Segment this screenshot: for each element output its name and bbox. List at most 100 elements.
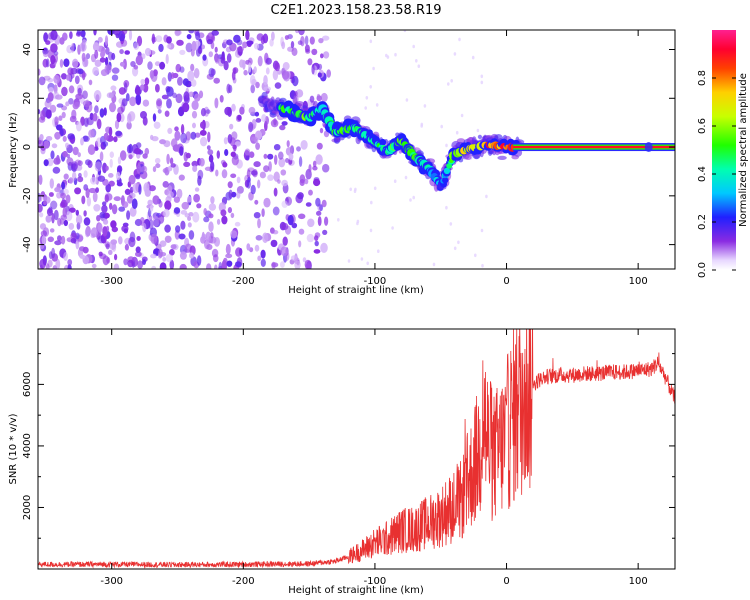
noise-speck (167, 165, 173, 172)
noise-speck (295, 89, 304, 98)
noise-speck (234, 221, 241, 227)
noise-speck (296, 146, 301, 152)
carrier-line (513, 145, 675, 149)
noise-speck (218, 261, 223, 269)
noise-speck (118, 236, 123, 245)
noise-speck (294, 260, 301, 269)
x-tick-label: 100 (629, 576, 648, 587)
noise-speck (272, 206, 280, 216)
noise-speck (59, 202, 66, 208)
noise-speck (263, 197, 271, 208)
noise-speck (48, 192, 54, 197)
noise-speck (173, 207, 181, 214)
noise-speck (63, 252, 68, 261)
colorbar-tick-label: 0.2 (697, 214, 708, 230)
noise-speck (166, 98, 172, 109)
noise-speck (253, 161, 261, 168)
noise-speck (199, 129, 207, 136)
noise-speck (290, 41, 295, 49)
noise-speck (63, 188, 69, 195)
noise-speck (326, 69, 332, 78)
noise-speck (39, 134, 44, 141)
noise-speck (74, 187, 82, 195)
noise-speck (105, 183, 111, 193)
noise-speck (188, 212, 194, 217)
y-tick-label: -40 (22, 236, 33, 252)
noise-speck (254, 244, 260, 252)
noise-speck (78, 172, 82, 178)
noise-speck (135, 246, 141, 253)
noise-speck (192, 211, 200, 223)
noise-speck (249, 151, 255, 158)
noise-speck (109, 102, 116, 113)
noise-speck (109, 151, 115, 158)
noise-speck (68, 85, 75, 94)
noise-speck (394, 52, 397, 57)
noise-speck (233, 144, 237, 152)
noise-speck (97, 36, 103, 43)
noise-speck (234, 141, 241, 147)
noise-speck (151, 265, 157, 269)
noise-speck (366, 261, 370, 266)
noise-speck (179, 49, 186, 56)
noise-speck (133, 147, 142, 155)
noise-speck (277, 69, 282, 75)
noise-speck (109, 158, 113, 168)
noise-speck (228, 189, 233, 200)
noise-speck (393, 179, 397, 183)
noise-speck (192, 122, 196, 129)
noise-speck (155, 163, 161, 169)
noise-speck (322, 163, 330, 173)
noise-speck (86, 117, 94, 126)
noise-speck (257, 55, 263, 67)
noise-speck (178, 174, 185, 181)
noise-speck (70, 232, 77, 239)
noise-speck (85, 101, 93, 113)
noise-speck (199, 157, 205, 167)
noise-speck (53, 157, 61, 165)
noise-speck (180, 124, 185, 135)
noise-speck (369, 228, 373, 233)
noise-speck (91, 263, 97, 269)
noise-speck (175, 93, 183, 104)
noise-speck (375, 103, 379, 107)
noise-speck (453, 246, 457, 251)
noise-speck (298, 30, 305, 36)
noise-speck (183, 91, 190, 102)
noise-speck (65, 194, 71, 204)
noise-speck (194, 187, 200, 192)
noise-speck (104, 56, 109, 66)
x-tick-label: 0 (503, 276, 509, 287)
spectrogram-frame (37, 29, 676, 270)
noise-speck (135, 174, 141, 180)
noise-speck (80, 137, 84, 146)
noise-speck (178, 233, 186, 240)
noise-speck (88, 129, 95, 138)
noise-speck (364, 106, 368, 110)
noise-speck (99, 211, 106, 219)
y-tick-label: 0 (22, 144, 33, 150)
noise-speck (92, 42, 100, 52)
noise-speck (193, 93, 201, 102)
noise-speck (304, 178, 309, 185)
noise-speck (214, 97, 219, 109)
noise-speck (244, 148, 251, 156)
noise-speck (313, 249, 321, 254)
noise-speck (231, 131, 238, 141)
noise-speck (57, 235, 62, 242)
noise-speck (99, 151, 104, 162)
noise-speck (175, 225, 181, 233)
noise-speck (455, 130, 459, 135)
noise-speck (280, 246, 288, 256)
noise-speck (169, 259, 175, 269)
noise-speck (223, 60, 229, 71)
noise-speck (178, 106, 185, 116)
noise-speck (128, 30, 133, 41)
noise-speck (312, 165, 318, 171)
noise-speck (51, 212, 55, 224)
noise-speck (129, 206, 137, 217)
noise-speck (132, 183, 140, 194)
noise-speck (62, 206, 67, 218)
noise-speck (286, 140, 290, 148)
noise-speck (250, 136, 258, 142)
